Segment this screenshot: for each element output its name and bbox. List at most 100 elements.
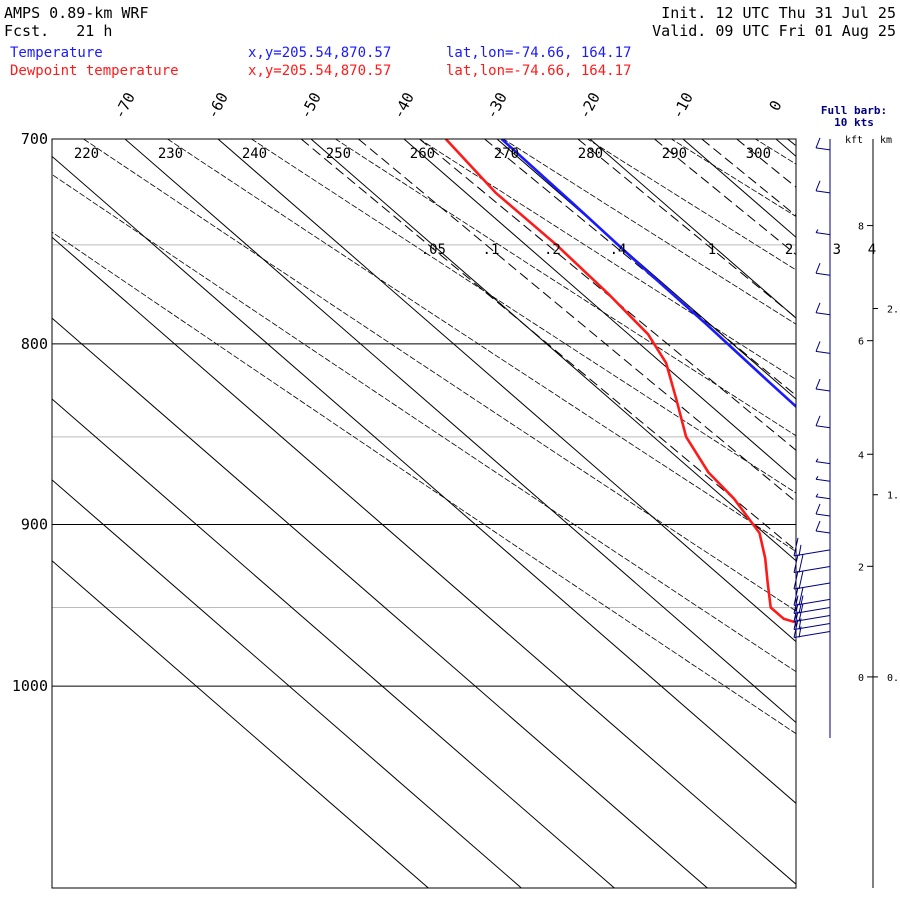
dry-adiabat-line	[334, 139, 796, 437]
wind-barb-flag	[793, 619, 799, 638]
mixing-ratio-label: .2	[544, 242, 561, 258]
mixing-ratio-label: .4	[610, 242, 627, 258]
wind-barb	[793, 595, 831, 614]
wind-barb-half	[815, 458, 819, 462]
wind-barb	[793, 554, 831, 574]
wind-barb-staff	[815, 530, 831, 534]
wind-barb-staff	[815, 232, 831, 236]
dry-adiabat-line	[803, 117, 900, 776]
model-title: AMPS 0.89-km WRF	[4, 4, 149, 22]
kft-header: kft	[845, 135, 863, 146]
isotherm-line	[124, 139, 796, 724]
wind-barb	[815, 302, 831, 316]
legend-temperature-name: Temperature	[10, 45, 103, 61]
wind-barb-flag	[815, 137, 821, 149]
mixing-ratio-line	[358, 139, 796, 503]
wind-barb	[793, 611, 831, 631]
wind-barb	[815, 180, 831, 194]
legend-dewpoint-latlon: lat,lon=-74.66, 164.17	[446, 63, 632, 79]
dry-adiabat-line	[502, 139, 796, 325]
pressure-tick-label: 900	[21, 516, 48, 534]
wind-barb-staff	[815, 312, 831, 316]
dry-adiabat-label: 280	[578, 146, 603, 162]
wind-barb-staff	[793, 582, 831, 590]
mixing-ratio-line	[300, 139, 796, 552]
wind-barb-half	[815, 476, 819, 480]
isotherm-line	[52, 560, 429, 888]
wind-barb-staff	[793, 630, 831, 638]
wind-barb-flag	[815, 341, 821, 352]
barb-legend-title: Full barb:	[821, 104, 887, 117]
wind-barb	[815, 229, 831, 236]
valid-time: Valid. 09 UTC Fri 01 Aug 25	[652, 22, 896, 40]
wind-barb	[815, 263, 831, 276]
isotherm-line	[52, 479, 522, 888]
wind-barb-flag	[793, 537, 799, 556]
isotherm-label: -40	[389, 89, 418, 121]
km-header: km	[880, 135, 892, 146]
kft-tick-label: 8	[858, 222, 864, 233]
wind-barb-staff	[815, 461, 831, 465]
plot-area	[52, 117, 900, 888]
dry-adiabat-label: 250	[326, 146, 351, 162]
wind-barb-flag	[798, 554, 804, 573]
dry-adiabat-line	[166, 139, 796, 552]
wind-barb	[793, 603, 831, 623]
wind-barb-staff	[793, 623, 831, 631]
dry-adiabat-label: 300	[746, 146, 771, 162]
wind-barb-staff	[815, 513, 831, 517]
isotherm-label: -10	[668, 89, 697, 121]
isotherm-label: -50	[296, 89, 325, 121]
forecast-hour: Fcst. 21 h	[4, 22, 113, 40]
mixing-ratio-label: 2	[785, 242, 793, 258]
wind-barb-flag	[815, 503, 821, 515]
isotherm-label: 0	[766, 97, 786, 113]
legend-dewpoint-name: Dewpoint temperature	[10, 63, 179, 79]
wind-barb	[815, 493, 831, 500]
dry-adiabat-line	[52, 231, 796, 735]
wind-barb-staff	[793, 566, 831, 574]
wind-barb	[815, 415, 831, 429]
wind-barb-flag	[798, 603, 804, 622]
isotherm-line	[403, 139, 796, 481]
wind-barb-half	[815, 493, 819, 498]
wind-barb-staff	[793, 615, 831, 623]
isotherm-line	[310, 139, 796, 562]
wind-barb-flag	[815, 263, 821, 274]
pressure-tick-label: 700	[21, 130, 48, 148]
wind-barb-flag	[798, 570, 804, 590]
isotherm-line	[217, 139, 796, 643]
wind-barb-staff	[815, 272, 831, 276]
wind-barb	[815, 476, 831, 482]
mixing-ratio-label: .1	[483, 242, 500, 258]
wind-barb	[815, 137, 831, 151]
wind-barb-staff	[815, 425, 831, 429]
isotherm-line	[589, 139, 796, 319]
wind-barb	[793, 570, 831, 590]
wind-barb	[815, 503, 831, 517]
wind-barb	[815, 378, 831, 392]
kft-tick-label: 6	[858, 337, 864, 348]
wind-barb	[815, 458, 831, 465]
wind-barb-flag	[793, 603, 799, 622]
mixing-ratio-label: 3	[833, 242, 841, 258]
kft-tick-label: 0	[858, 673, 864, 684]
wind-barb-staff	[793, 549, 831, 557]
wind-barb-flag	[798, 595, 804, 614]
wind-barb-flag	[815, 180, 821, 192]
dewpoint-profile-line	[444, 139, 796, 624]
dry-adiabat-label: 260	[410, 146, 435, 162]
wind-barb-flag	[793, 587, 799, 606]
wind-barb-staff	[815, 190, 831, 194]
isotherm-label: -30	[482, 89, 511, 121]
wind-barb-flag	[793, 611, 799, 630]
dry-adiabat-line	[250, 139, 796, 494]
pressure-tick-label: 1000	[12, 677, 48, 695]
isotherm-label: -20	[575, 89, 604, 121]
legend-temperature-latlon: lat,lon=-74.66, 164.17	[446, 45, 632, 61]
dry-adiabat-label: 270	[494, 146, 519, 162]
km-tick-label: 2.	[887, 305, 899, 316]
dry-adiabat-label: 290	[662, 146, 687, 162]
wind-barb	[815, 341, 831, 354]
